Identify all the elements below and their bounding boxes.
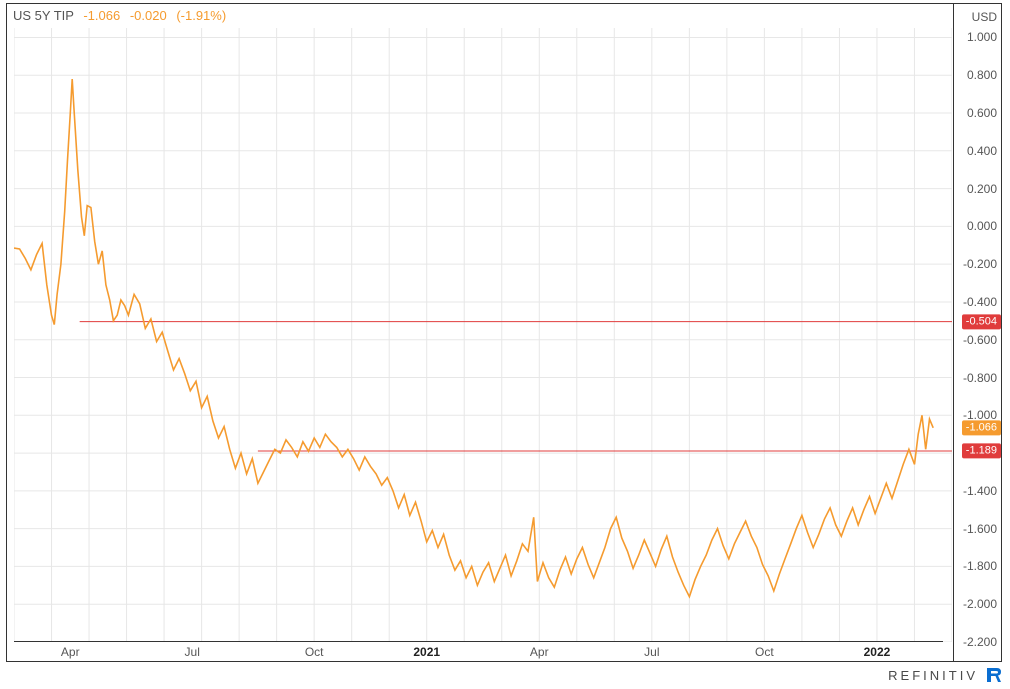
x-tick-label: Jul: [644, 645, 659, 659]
y-tick-label: 0.600: [967, 106, 997, 120]
x-tick-label: Jul: [185, 645, 200, 659]
plot-area[interactable]: [14, 28, 952, 642]
y-tick-label: -1.400: [963, 484, 997, 498]
y-axis: USD 1.000 0.800 0.600 0.400 0.200 0.000 -0.200…: [953, 4, 1001, 661]
x-tick-label: Oct: [305, 645, 324, 659]
y-tick-label: -0.600: [963, 333, 997, 347]
chart-header: US 5Y TIP -1.066 -0.020 (-1.91%): [13, 8, 226, 23]
y-axis-unit: USD: [972, 10, 997, 24]
reference-lines: [80, 322, 952, 451]
y-tick-label: 0.800: [967, 68, 997, 82]
chart-svg: [14, 28, 952, 642]
x-tick-label: 2022: [864, 645, 891, 659]
y-tick-label: 0.000: [967, 219, 997, 233]
y-tick-label: -0.200: [963, 257, 997, 271]
brand-label: REFINITIV: [888, 668, 978, 683]
y-tick-label: 1.000: [967, 30, 997, 44]
x-axis: Apr Jul Oct 2021 Apr Jul Oct 2022: [14, 641, 943, 661]
x-tick-label: 2021: [413, 645, 440, 659]
y-tick-label: 0.200: [967, 182, 997, 196]
price-marker: -1.066: [962, 420, 1001, 435]
brand-icon: [984, 665, 1004, 685]
y-tick-label: -0.800: [963, 371, 997, 385]
symbol-label: US 5Y TIP: [13, 8, 74, 23]
x-tick-label: Oct: [755, 645, 774, 659]
y-tick-label: -1.800: [963, 559, 997, 573]
change-pct-value: (-1.91%): [176, 8, 226, 23]
y-tick-label: -2.000: [963, 597, 997, 611]
y-tick-label: -2.200: [963, 635, 997, 649]
y-tick-label: -0.400: [963, 295, 997, 309]
change-value: -0.020: [130, 8, 167, 23]
last-value: -1.066: [83, 8, 120, 23]
reference-marker: -0.504: [962, 314, 1001, 329]
y-tick-label: 0.400: [967, 144, 997, 158]
x-tick-label: Apr: [61, 645, 80, 659]
x-tick-label: Apr: [530, 645, 549, 659]
attribution-footer: REFINITIV: [888, 664, 1004, 686]
price-series: [14, 79, 933, 597]
reference-marker: -1.189: [962, 443, 1001, 458]
chart-frame: US 5Y TIP -1.066 -0.020 (-1.91%) USD 1.0…: [6, 3, 1002, 662]
y-tick-label: -1.600: [963, 522, 997, 536]
